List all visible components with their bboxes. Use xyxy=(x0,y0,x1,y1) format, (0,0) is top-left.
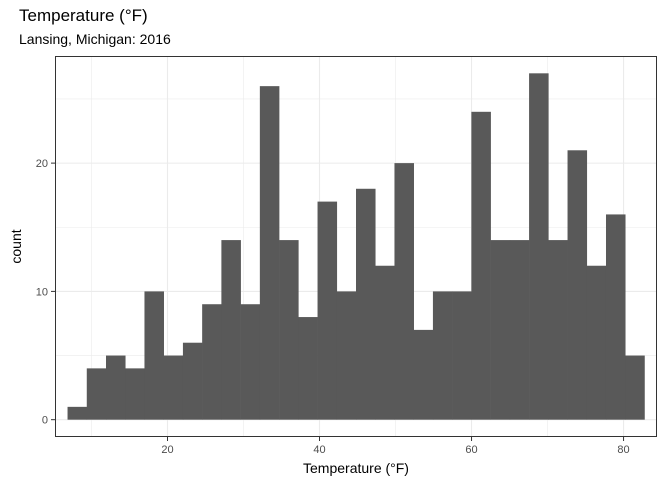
histogram-bar xyxy=(432,291,453,420)
chart-title: Temperature (°F) xyxy=(19,6,148,25)
histogram-bar xyxy=(413,329,434,420)
histogram-bar xyxy=(279,240,299,420)
histogram-bar xyxy=(605,214,626,420)
x-axis-title: Temperature (°F) xyxy=(303,460,409,476)
histogram-bar xyxy=(375,265,395,420)
histogram-bar xyxy=(182,342,203,420)
y-tick-label: 20 xyxy=(36,158,48,170)
chart-subtitle: Lansing, Michigan: 2016 xyxy=(19,31,171,47)
histogram-bar xyxy=(529,73,549,420)
panel-border xyxy=(55,56,657,437)
y-tick-label: 0 xyxy=(42,415,48,427)
histogram-bar xyxy=(86,368,107,420)
histogram-bar xyxy=(221,240,241,420)
histogram-bar xyxy=(125,368,145,420)
histogram-bar xyxy=(106,355,126,420)
histogram-bar xyxy=(471,111,491,420)
histogram-bar xyxy=(452,291,472,420)
histogram-bar xyxy=(548,240,568,420)
x-axis-ticks: 20 40 60 80 xyxy=(161,437,630,456)
histogram-bar xyxy=(202,304,222,420)
x-tick-label: 60 xyxy=(465,444,477,456)
histogram-bar xyxy=(509,240,530,420)
histogram-bar xyxy=(240,304,261,420)
histogram-bar xyxy=(259,86,280,420)
y-axis-ticks: 0 10 20 xyxy=(36,158,55,427)
histogram-bar xyxy=(625,355,645,420)
x-tick-label: 80 xyxy=(617,444,629,456)
histogram-bar xyxy=(567,150,588,420)
histogram-bar xyxy=(336,291,357,420)
histogram-bar xyxy=(144,291,164,420)
histogram-bar xyxy=(394,163,414,420)
histogram-bar xyxy=(163,355,184,420)
y-axis-title: count xyxy=(8,229,24,263)
y-tick-label: 10 xyxy=(36,286,48,298)
histogram-bar xyxy=(586,265,607,420)
histogram-bar xyxy=(490,240,511,420)
x-tick-label: 20 xyxy=(161,444,173,456)
histogram-bar xyxy=(67,406,88,420)
bars xyxy=(67,73,645,420)
x-tick-label: 40 xyxy=(313,444,325,456)
histogram-bar xyxy=(356,188,376,420)
histogram-bar xyxy=(317,201,338,420)
histogram-bar xyxy=(298,317,318,420)
